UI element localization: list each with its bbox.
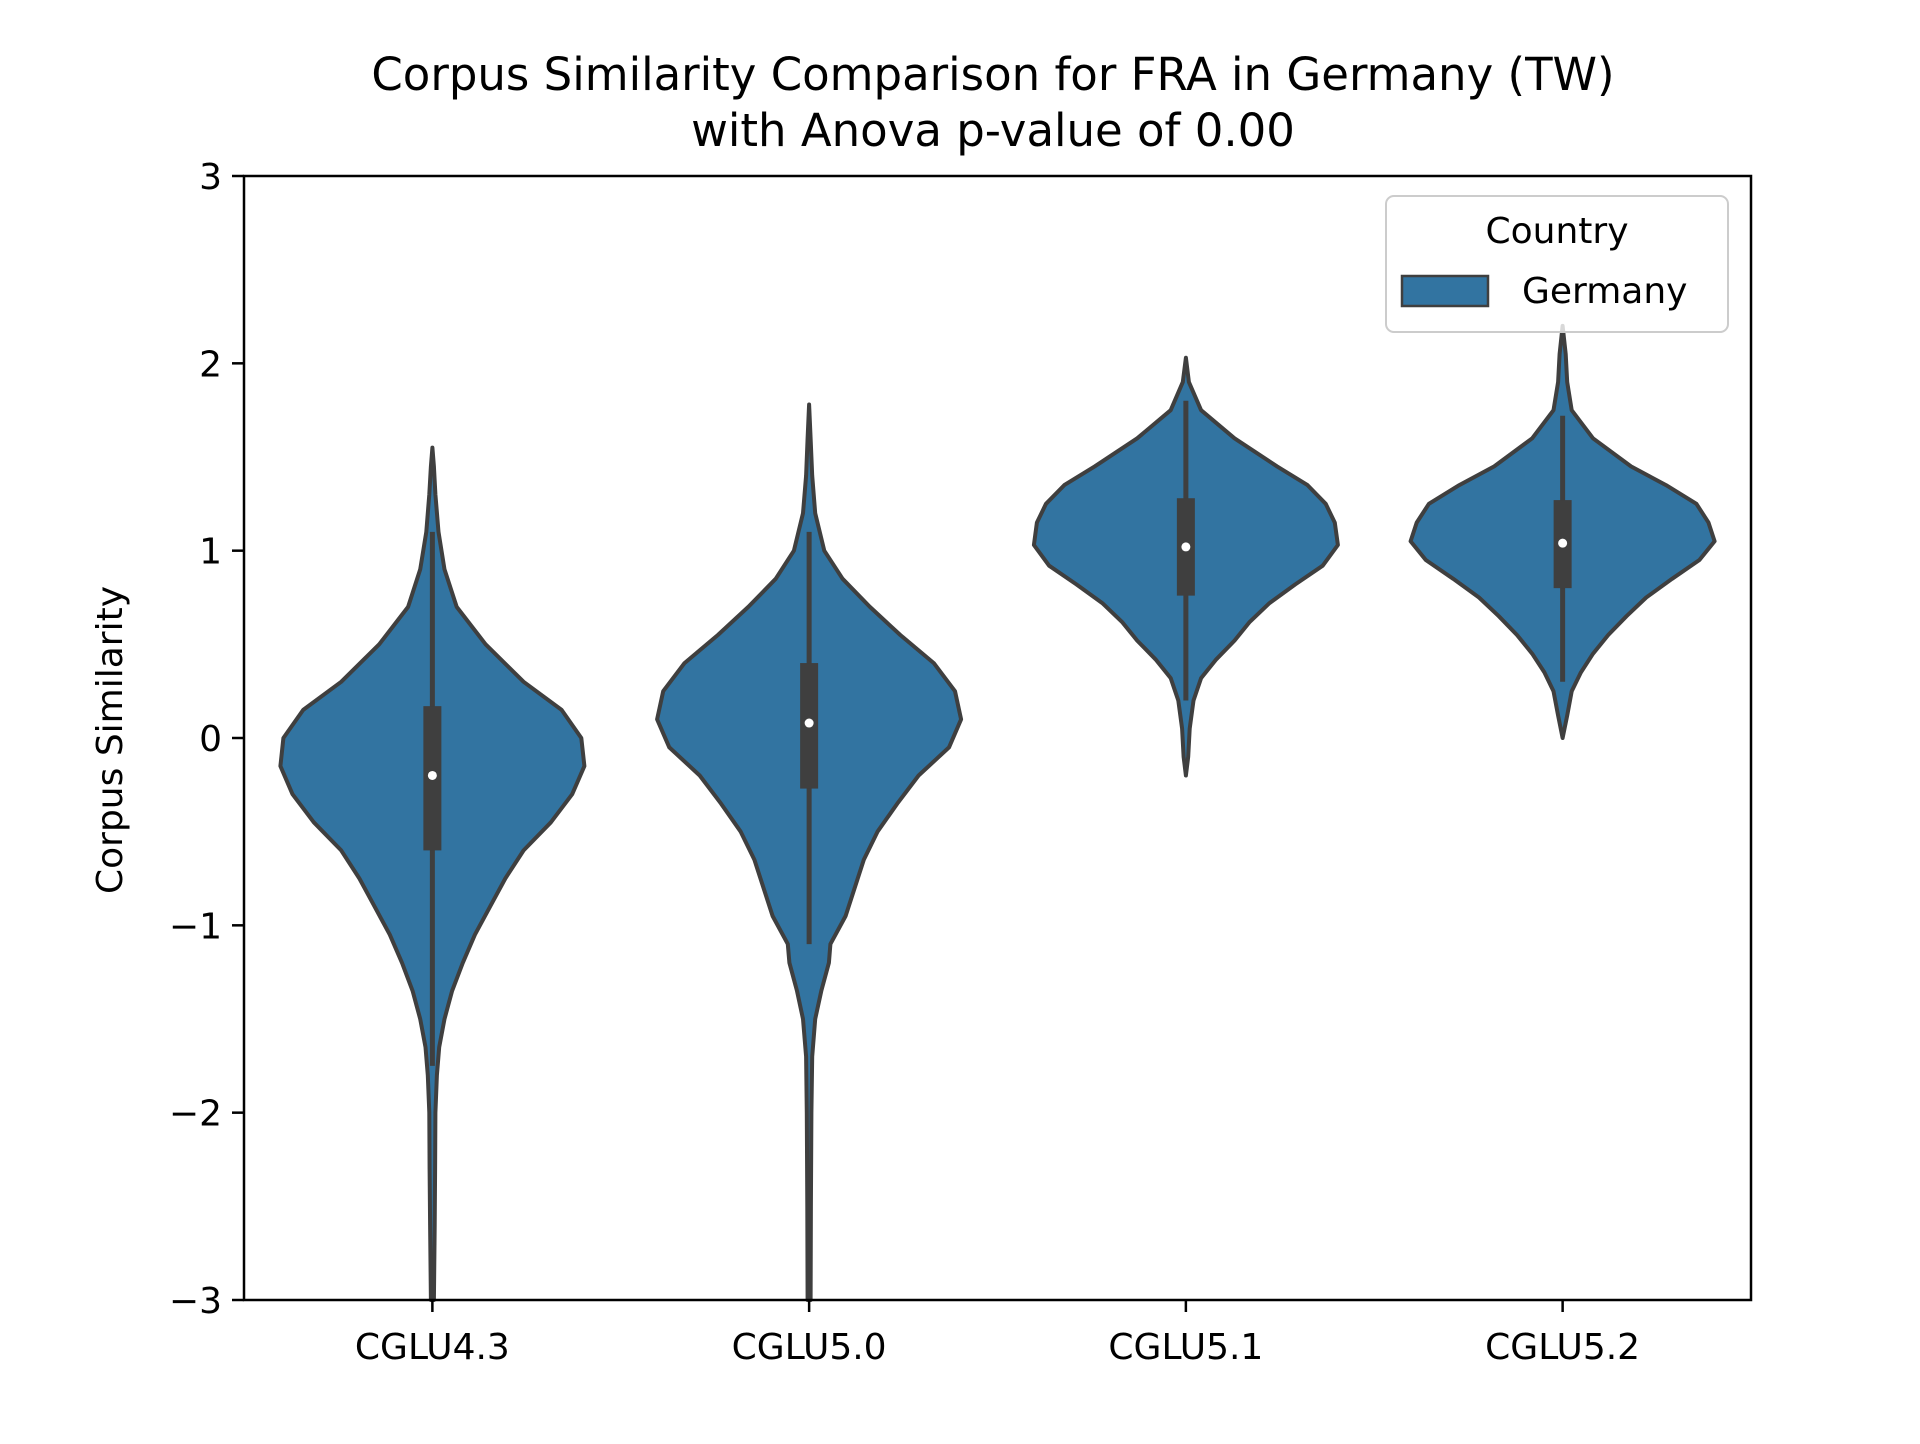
y-tick-label: 3 (199, 157, 222, 198)
violin-median-CGLU5.0 (804, 718, 814, 728)
chart-title-line2: with Anova p-value of 0.00 (691, 104, 1295, 157)
violin-median-CGLU5.2 (1558, 538, 1568, 548)
y-tick-label: −1 (169, 906, 222, 947)
chart-title-line1: Corpus Similarity Comparison for FRA in … (371, 48, 1614, 101)
x-tick-label: CGLU4.3 (355, 1327, 510, 1368)
violin-median-CGLU4.3 (427, 770, 437, 780)
y-tick-label: 0 (199, 719, 222, 760)
y-tick-label: −3 (169, 1281, 222, 1322)
x-axis-ticks: CGLU4.3 CGLU5.0 CGLU5.1 CGLU5.2 (355, 1300, 1640, 1368)
legend-title: Country (1485, 211, 1628, 252)
x-tick-label: CGLU5.1 (1108, 1327, 1263, 1368)
violin-median-CGLU5.1 (1181, 542, 1191, 552)
y-axis-label: Corpus Similarity (90, 586, 131, 894)
y-tick-label: 1 (199, 532, 222, 573)
legend-swatch-germany (1400, 274, 1490, 308)
plot-frame (242, 174, 1753, 1302)
legend: Country Germany (1385, 195, 1729, 333)
violins-layer (278, 323, 1717, 1302)
x-tick-label: CGLU5.0 (732, 1327, 887, 1368)
y-axis-ticks: −3 −2 −1 0 1 2 3 (169, 157, 244, 1322)
y-tick-label: 2 (199, 344, 222, 385)
legend-entry-germany: Germany (1522, 271, 1687, 312)
y-tick-label: −2 (169, 1094, 222, 1135)
x-tick-label: CGLU5.2 (1485, 1327, 1640, 1368)
